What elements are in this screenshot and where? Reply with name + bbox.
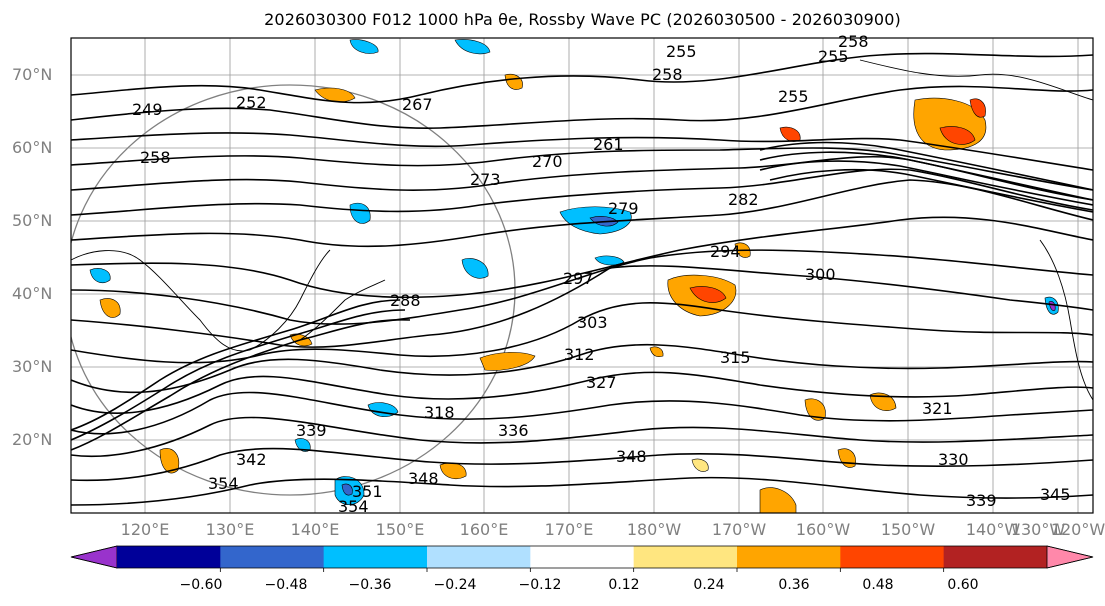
map-frame	[70, 37, 1094, 514]
colorbar-tick-label: −0.24	[433, 577, 477, 593]
contour-label: 288	[390, 291, 421, 310]
gridlines	[71, 38, 1093, 513]
latitude-label: 30°N	[12, 357, 53, 376]
contour-label: 297	[563, 269, 594, 288]
longitude-label: 170°E	[544, 520, 594, 539]
colorbar-segment	[943, 546, 1048, 568]
contour-label: 270	[532, 152, 563, 171]
latitude-label: 60°N	[12, 138, 53, 157]
contour-label: 273	[470, 170, 501, 189]
contour-label: 252	[236, 93, 267, 112]
latitude-label: 40°N	[12, 284, 53, 303]
theta-e-contours	[71, 52, 1093, 506]
contour-label: 327	[586, 373, 617, 392]
colorbar-tick-label: −0.48	[264, 577, 308, 593]
colorbar-tick-label: 0.60	[947, 577, 979, 593]
longitude-label: 160°W	[795, 520, 851, 539]
longitude-label: 130°W	[1010, 520, 1066, 539]
map-title: 2026030300 F012 1000 hPa θe, Rossby Wave…	[264, 10, 901, 29]
contour-label: 249	[132, 100, 163, 119]
negative-shading	[89, 39, 1059, 506]
contour-label: 342	[236, 450, 267, 469]
colorbar	[70, 545, 1094, 572]
longitude-label: 160°E	[459, 520, 509, 539]
coastlines	[71, 59, 1093, 401]
colorbar-segment	[220, 546, 325, 568]
colorbar-tick-label: 0.48	[862, 577, 894, 593]
longitude-label: 130°E	[205, 520, 255, 539]
longitude-label: 120°W	[1050, 520, 1105, 539]
contour-label: 330	[938, 450, 969, 469]
colorbar-segment	[427, 546, 531, 568]
colorbar-extend-high	[1046, 545, 1094, 569]
contour-label: 348	[408, 469, 439, 488]
colorbar-segment	[737, 546, 841, 568]
contour-label: 321	[922, 399, 953, 418]
contour-label: 339	[966, 491, 997, 510]
contour-label: 354	[208, 474, 239, 493]
colorbar-tick-label: 0.24	[693, 577, 725, 593]
contour-label: 303	[577, 313, 608, 332]
contour-label: 300	[805, 265, 836, 284]
latitude-label: 50°N	[12, 211, 53, 230]
longitude-label: 140°W	[965, 520, 1021, 539]
contour-label: 258	[838, 32, 869, 51]
colorbar-extend-low	[70, 545, 118, 569]
contour-label: 315	[720, 348, 751, 367]
contour-label: 294	[710, 242, 741, 261]
positive-shading	[99, 73, 987, 513]
longitude-label: 170°W	[711, 520, 767, 539]
contour-label: 267	[402, 95, 433, 114]
contour-label: 258	[652, 65, 683, 84]
contour-label: 258	[140, 148, 171, 167]
contour-label: 255	[778, 87, 809, 106]
contour-label: 354	[338, 497, 369, 516]
colorbar-tick-label: 0.12	[608, 577, 640, 593]
colorbar-segment	[530, 546, 635, 568]
contour-label: 348	[616, 447, 647, 466]
latitude-label: 20°N	[12, 430, 53, 449]
colorbar-segment	[840, 546, 945, 568]
colorbar-tick-label: −0.12	[518, 577, 562, 593]
contour-label: 312	[564, 345, 595, 364]
longitude-label: 150°W	[880, 520, 936, 539]
latitude-label: 70°N	[12, 65, 53, 84]
colorbar-outline	[70, 545, 1094, 569]
contour-label: 336	[498, 421, 529, 440]
contour-label: 255	[818, 47, 849, 66]
contour-label: 279	[608, 199, 639, 218]
longitude-label: 120°E	[120, 520, 170, 539]
colorbar-tick-label: 0.36	[778, 577, 810, 593]
contour-label: 318	[424, 403, 455, 422]
colorbar-segment	[117, 546, 221, 568]
contour-label: 345	[1040, 485, 1071, 504]
reference-circle	[71, 84, 516, 496]
contour-label: 282	[728, 190, 759, 209]
colorbar-segment	[633, 546, 738, 568]
contour-label: 261	[593, 135, 624, 154]
longitude-label: 140°E	[290, 520, 340, 539]
contour-label: 255	[666, 42, 697, 61]
longitude-label: 180°W	[626, 520, 682, 539]
contour-label-group: 249 252 255 255 255 258 258 258 261 267 …	[132, 32, 1071, 516]
colorbar-segment	[323, 546, 428, 568]
colorbar-tick-label: −0.60	[179, 577, 223, 593]
colorbar-tick-label: −0.36	[348, 577, 392, 593]
contour-label: 351	[352, 482, 383, 501]
longitude-label: 150°E	[375, 520, 425, 539]
contour-label: 339	[296, 421, 327, 440]
